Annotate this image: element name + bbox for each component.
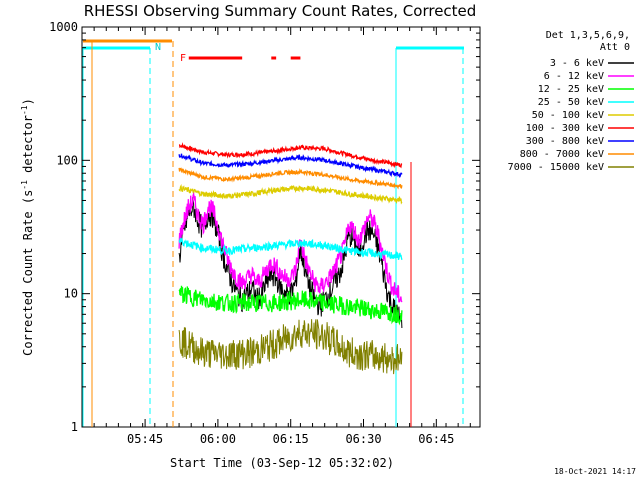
legend-label: 3 - 6 keV — [550, 58, 604, 69]
series-6-line — [178, 237, 403, 261]
x-tick-label: 06:30 — [345, 432, 381, 446]
x-tick-label: 06:45 — [418, 432, 454, 446]
y-axis-label: Corrected Count Rate (s-1 detector-1) — [20, 98, 35, 356]
y-tick-label: 100 — [56, 153, 78, 167]
y-tick-label: 10 — [64, 287, 78, 301]
flag-label: F — [180, 53, 186, 64]
series-7-line — [178, 285, 403, 326]
generation-timestamp: 18-Oct-2021 14:17 — [554, 467, 636, 476]
series-layer — [178, 142, 403, 375]
legend-label: 6 - 12 keV — [544, 71, 604, 82]
x-axis-label: Start Time (03-Sep-12 05:32:02) — [170, 456, 394, 470]
n-label: N — [155, 42, 161, 53]
observing-bars — [82, 39, 464, 427]
series-0-line — [178, 142, 403, 169]
series-8-line — [178, 319, 403, 375]
y-axis-label-main: Corrected Count Rate (s — [21, 190, 35, 356]
legend-header-2: Att 0 — [600, 42, 630, 53]
legend-label: 300 - 800 keV — [526, 136, 604, 147]
series-5-line — [178, 192, 403, 303]
series-2-line — [178, 167, 403, 190]
y-tick-label: 1000 — [49, 20, 78, 34]
series-3-line — [178, 183, 403, 205]
plot-frame — [81, 26, 481, 428]
legend-label: 800 - 7000 keV — [520, 149, 604, 160]
legend-label: 25 - 50 keV — [538, 97, 604, 108]
x-axis: 05:45 06:00 06:15 06:30 06:45 — [81, 27, 471, 446]
legend: Det 1,3,5,6,9, Att 0 3 - 6 keV 6 - 12 keV… — [508, 30, 634, 173]
y-axis-label-sup2: -1 — [20, 105, 29, 115]
legend-label: 12 - 25 keV — [538, 84, 604, 95]
y-axis-label-sup1: -1 — [20, 180, 29, 190]
legend-header-1: Det 1,3,5,6,9, — [546, 30, 630, 41]
series-1-line — [178, 153, 403, 179]
legend-label: 100 - 300 keV — [526, 123, 604, 134]
x-tick-label: 06:00 — [200, 432, 236, 446]
legend-entries: 3 - 6 keV 6 - 12 keV 12 - 25 keV 25 - 50 ke… — [508, 58, 634, 173]
chart-title: RHESSI Observing Summary Count Rates, Co… — [84, 2, 477, 20]
y-tick-label: 1 — [71, 420, 78, 434]
x-tick-label: 05:45 — [127, 432, 163, 446]
y-axis: 1000 100 10 1 — [49, 20, 480, 434]
y-axis-label-end: ) — [21, 98, 35, 105]
y-axis-label-mid: detector — [21, 115, 35, 180]
legend-label: 7000 - 15000 keV — [508, 162, 604, 173]
legend-label: 50 - 100 keV — [532, 110, 604, 121]
x-tick-label: 06:15 — [273, 432, 309, 446]
